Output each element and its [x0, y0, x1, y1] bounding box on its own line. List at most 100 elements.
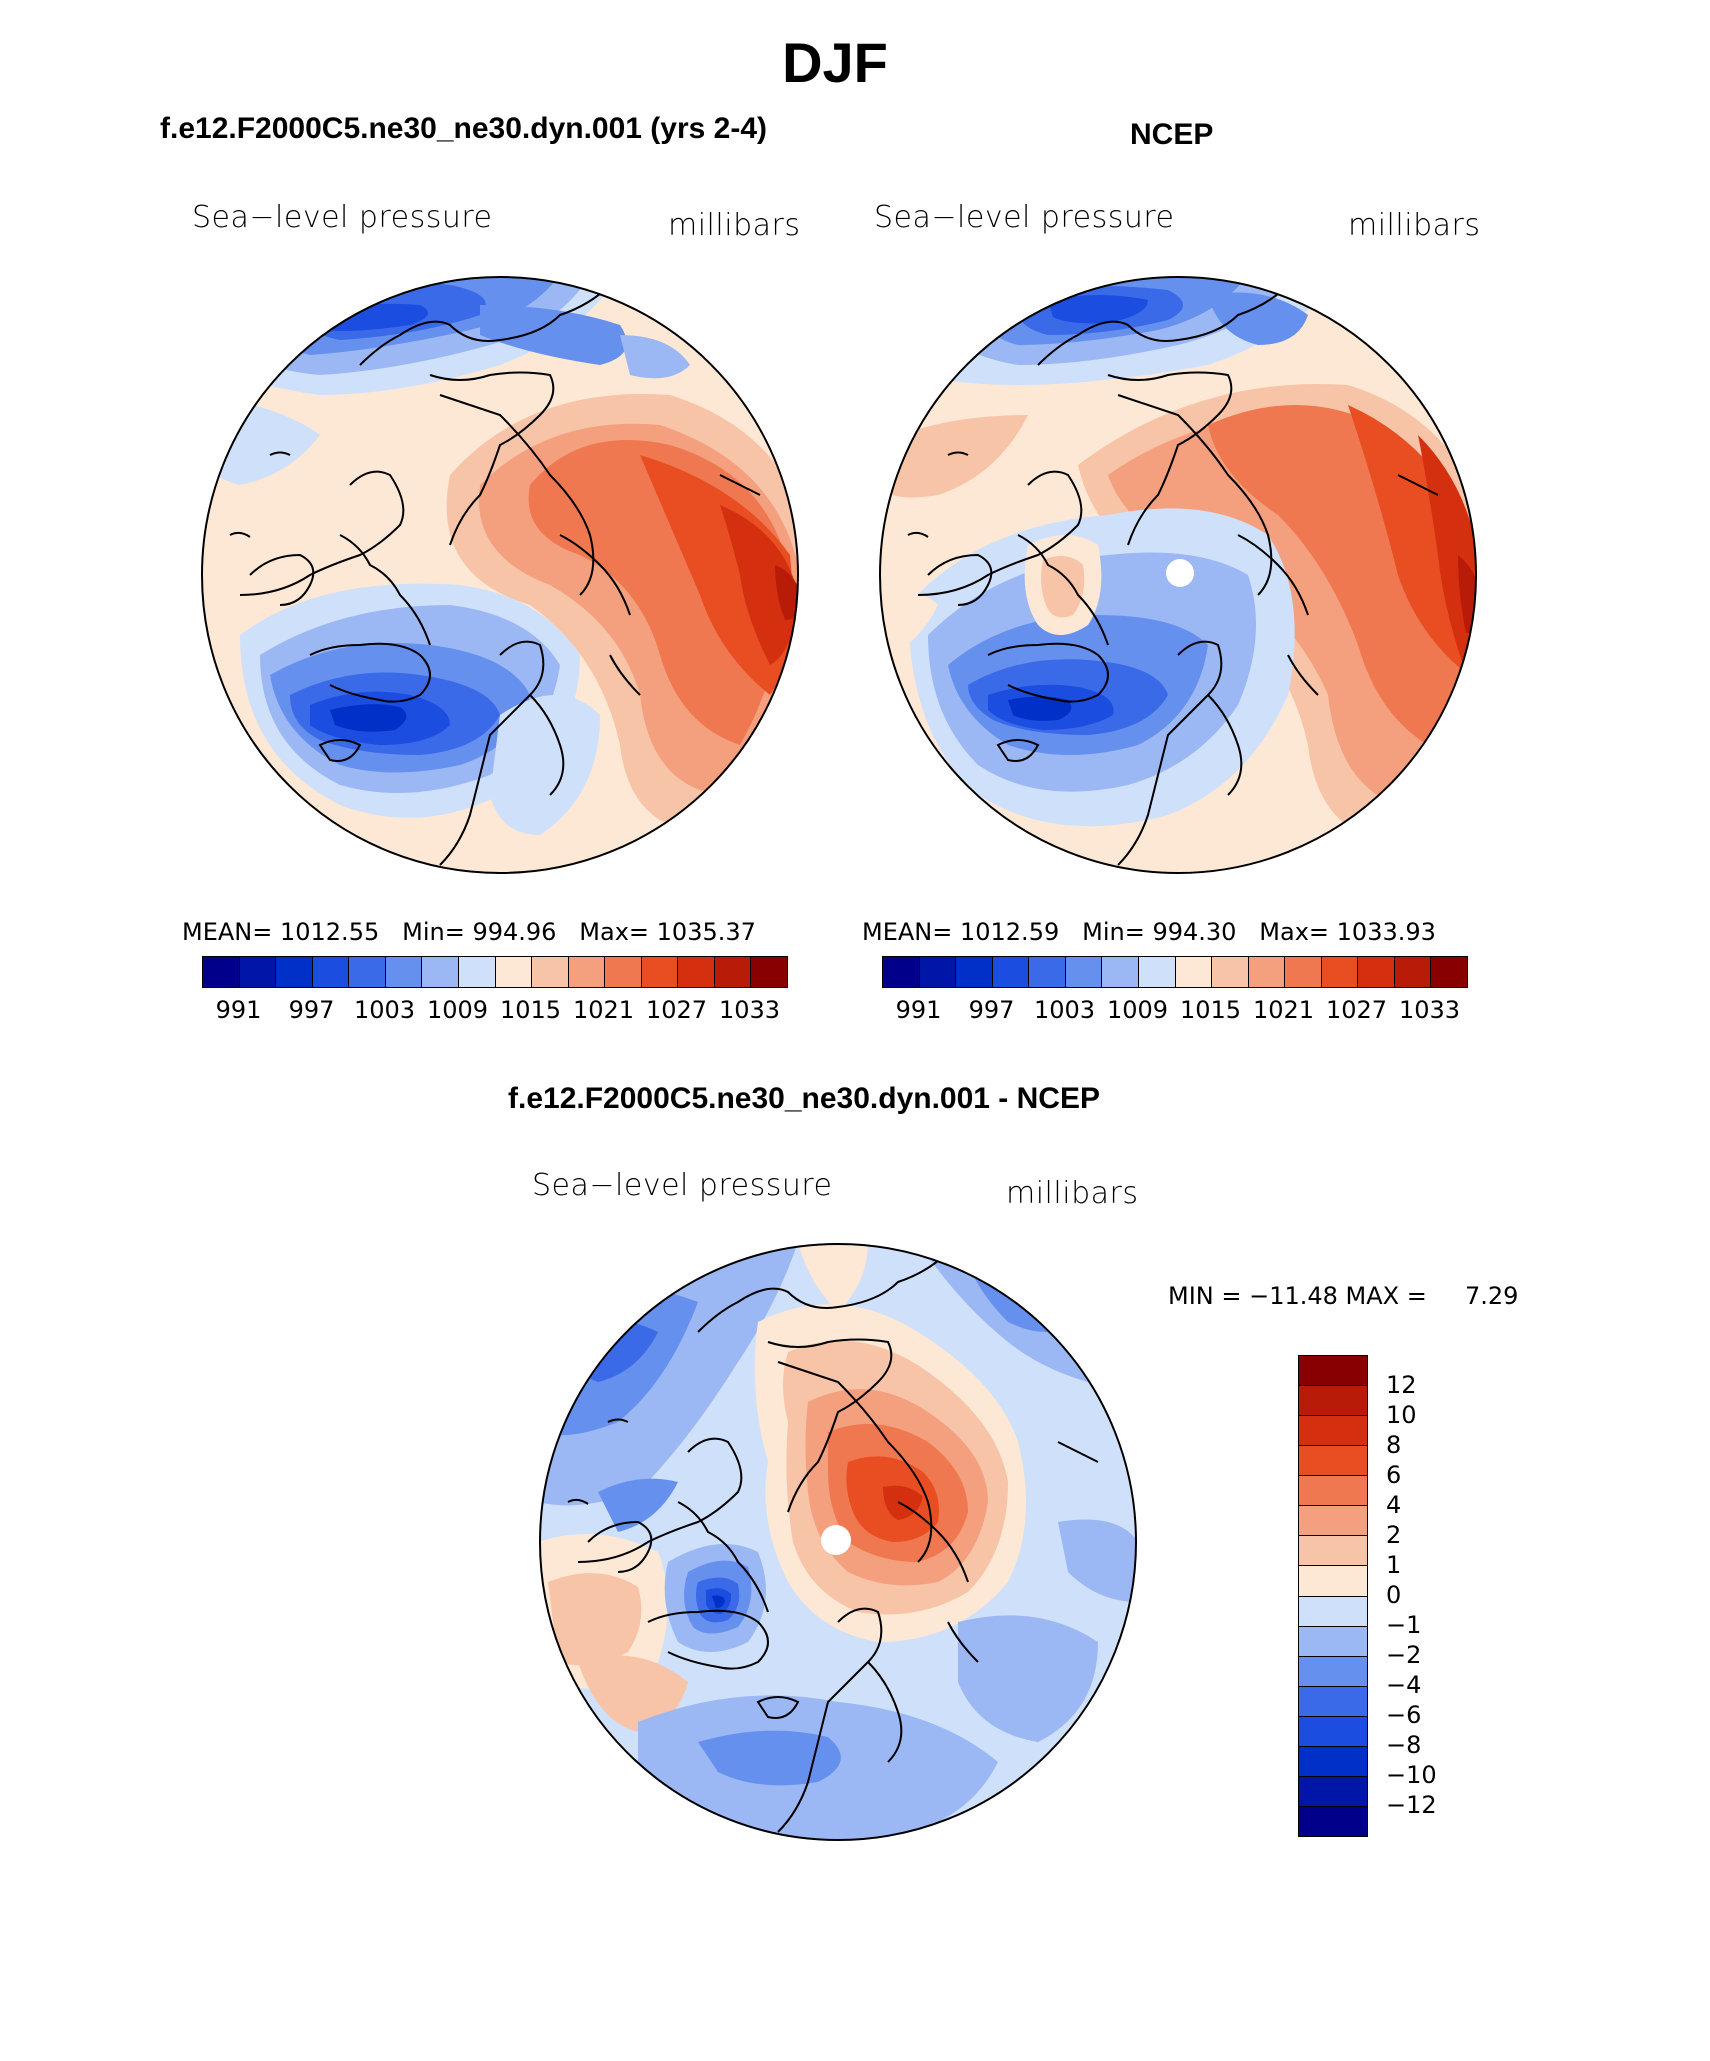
obs-colorbar-cell	[1321, 957, 1359, 987]
obs-colorbar-cell	[1138, 957, 1176, 987]
diff-colorbar-cell	[1299, 1626, 1367, 1657]
obs-polar-map	[879, 276, 1477, 874]
obs-colorbar-cell	[883, 957, 920, 987]
diff-tick-label: 10	[1386, 1401, 1417, 1429]
diff-colorbar-cell	[1299, 1416, 1367, 1447]
obs-colorbar-cell	[919, 957, 957, 987]
obs-tick-label: 997	[968, 996, 1015, 1024]
diff-tick-label: −8	[1386, 1731, 1422, 1759]
model-tick-label: 997	[288, 996, 335, 1024]
obs-tick-label: 1021	[1252, 996, 1315, 1024]
diff-colorbar-ticks: 12 10 8 6 4 2 1 0 −1 −2 −4 −6 −8 −10 −12	[1386, 1355, 1506, 1835]
diff-colorbar	[1298, 1355, 1368, 1837]
diff-tick-label: −6	[1386, 1701, 1422, 1729]
diff-tick-label: 12	[1386, 1371, 1417, 1399]
model-tick-label: 1003	[353, 996, 416, 1024]
diff-polar-map	[539, 1243, 1137, 1841]
model-colorbar-cell	[714, 957, 752, 987]
model-colorbar-cell	[422, 957, 459, 987]
obs-tick-label: 1033	[1398, 996, 1461, 1024]
obs-tick-label: 1003	[1033, 996, 1096, 1024]
diff-units-label: millibars	[1006, 1176, 1139, 1211]
obs-colorbar-cell	[956, 957, 993, 987]
obs-colorbar-cell	[1102, 957, 1139, 987]
figure-title: DJF	[782, 31, 888, 94]
obs-colorbar-cell	[1431, 957, 1467, 987]
obs-stats: MEAN= 1012.59 Min= 994.30 Max= 1033.93	[862, 918, 1436, 946]
model-colorbar-cell	[495, 957, 533, 987]
diff-tick-label: 2	[1386, 1521, 1402, 1549]
obs-colorbar-cell	[1065, 957, 1103, 987]
model-colorbar-cell	[458, 957, 496, 987]
diff-tick-label: −1	[1386, 1611, 1422, 1639]
diff-tick-label: 0	[1386, 1581, 1402, 1609]
diff-colorbar-cell	[1299, 1716, 1367, 1747]
diff-colorbar-cell	[1299, 1746, 1367, 1777]
obs-tick-label: 1009	[1106, 996, 1169, 1024]
diff-tick-label: 1	[1386, 1551, 1402, 1579]
model-units-label: millibars	[668, 208, 801, 243]
diff-colorbar-cell	[1299, 1806, 1367, 1836]
obs-colorbar-ticks: 991 997 1003 1009 1015 1021 1027 1033	[882, 996, 1466, 1026]
obs-variable-label: Sea−level pressure	[874, 200, 1175, 235]
model-tick-label: 1021	[572, 996, 635, 1024]
model-colorbar-cell	[641, 957, 679, 987]
model-panel-title: f.e12.F2000C5.ne30_ne30.dyn.001 (yrs 2-4…	[160, 112, 768, 145]
diff-tick-label: −10	[1386, 1761, 1437, 1789]
obs-colorbar-cell	[1358, 957, 1395, 987]
model-colorbar-cell	[312, 957, 350, 987]
model-colorbar-cell	[203, 957, 240, 987]
obs-panel-title: NCEP	[1130, 118, 1214, 151]
model-tick-label: 991	[215, 996, 262, 1024]
model-tick-label: 1015	[499, 996, 562, 1024]
diff-colorbar-cell	[1299, 1356, 1367, 1387]
diff-tick-label: 6	[1386, 1461, 1402, 1489]
obs-colorbar-cell	[1285, 957, 1322, 987]
diff-colorbar-cell	[1299, 1596, 1367, 1627]
obs-units-label: millibars	[1348, 208, 1481, 243]
model-tick-label: 1033	[718, 996, 781, 1024]
diff-colorbar-cell	[1299, 1386, 1367, 1417]
model-tick-label: 1009	[426, 996, 489, 1024]
model-colorbar-ticks: 991 997 1003 1009 1015 1021 1027 1033	[202, 996, 786, 1026]
diff-tick-label: −4	[1386, 1671, 1422, 1699]
diff-colorbar-cell	[1299, 1446, 1367, 1477]
model-colorbar-cell	[751, 957, 787, 987]
model-colorbar-cell	[605, 957, 642, 987]
diff-tick-label: 8	[1386, 1431, 1402, 1459]
obs-colorbar-cell	[1212, 957, 1249, 987]
obs-colorbar-cell	[1394, 957, 1432, 987]
model-colorbar	[202, 956, 788, 988]
diff-variable-label: Sea−level pressure	[532, 1168, 833, 1203]
diff-colorbar-cell	[1299, 1686, 1367, 1717]
model-colorbar-cell	[678, 957, 715, 987]
model-colorbar-cell	[349, 957, 386, 987]
model-colorbar-cell	[385, 957, 423, 987]
diff-colorbar-cell	[1299, 1536, 1367, 1567]
model-colorbar-cell	[532, 957, 569, 987]
diff-colorbar-cell	[1299, 1566, 1367, 1597]
obs-colorbar-cell	[992, 957, 1030, 987]
model-polar-map	[201, 276, 799, 874]
model-colorbar-cell	[568, 957, 606, 987]
obs-tick-label: 1027	[1325, 996, 1388, 1024]
obs-colorbar-cell	[1029, 957, 1066, 987]
model-stats: MEAN= 1012.55 Min= 994.96 Max= 1035.37	[182, 918, 756, 946]
diff-tick-label: 4	[1386, 1491, 1402, 1519]
obs-tick-label: 1015	[1179, 996, 1242, 1024]
model-tick-label: 1027	[645, 996, 708, 1024]
diff-tick-label: −12	[1386, 1791, 1437, 1819]
model-variable-label: Sea−level pressure	[192, 200, 493, 235]
model-colorbar-cell	[276, 957, 313, 987]
obs-tick-label: 991	[895, 996, 942, 1024]
obs-colorbar	[882, 956, 1468, 988]
obs-colorbar-cell	[1175, 957, 1213, 987]
diff-colorbar-cell	[1299, 1776, 1367, 1807]
diff-colorbar-cell	[1299, 1656, 1367, 1687]
diff-tick-label: −2	[1386, 1641, 1422, 1669]
model-colorbar-cell	[239, 957, 277, 987]
diff-colorbar-cell	[1299, 1476, 1367, 1507]
diff-colorbar-cell	[1299, 1506, 1367, 1537]
diff-panel-title: f.e12.F2000C5.ne30_ne30.dyn.001 - NCEP	[508, 1082, 1100, 1115]
diff-stats: MIN = −11.48 MAX = 7.29	[1168, 1282, 1519, 1310]
